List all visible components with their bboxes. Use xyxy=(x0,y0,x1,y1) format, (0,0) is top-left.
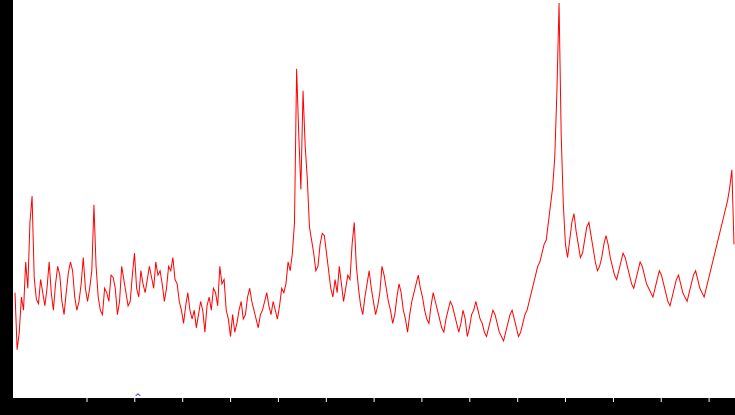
y-tick-label: 107 xyxy=(2,154,13,173)
x-tick-label: 14:11 xyxy=(529,403,558,414)
y-axis-bar xyxy=(0,0,13,415)
y-tick-label: 0 xyxy=(2,392,13,398)
y-tick-label: 89 xyxy=(2,196,13,209)
x-axis-bar xyxy=(0,398,735,415)
x-tick-label: 14:09 xyxy=(433,403,462,414)
x-tick-label: 14:13 xyxy=(625,403,654,414)
x-tick-label: 14:03 xyxy=(146,403,175,414)
y-tick-label: 17 xyxy=(2,354,13,367)
y-tick-label: 53 xyxy=(2,275,13,288)
x-tick-label: 14:01 xyxy=(51,403,80,414)
y-tick-label: 35 xyxy=(2,315,13,328)
y-tick-label: 71 xyxy=(2,236,13,249)
x-tick-label: 14:02 xyxy=(98,403,127,414)
marker-glyph: ^ xyxy=(134,393,142,403)
x-tick-label: 14:04 xyxy=(194,403,223,414)
x-tick-label: 14:06 xyxy=(290,403,319,414)
y-tick-label: 179 xyxy=(2,5,13,24)
x-tick-label: 14:08 xyxy=(385,403,414,414)
y-tick-label: 143 xyxy=(2,75,13,94)
x-axis-ticks: 14:01 14:02 14:03 14:04 14:05 14:06 14:07 14:08… xyxy=(51,398,710,414)
y-tick-label: 161 xyxy=(2,35,13,54)
x-tick-label: 14:12 xyxy=(577,403,606,414)
y-tick-label: 125 xyxy=(2,114,13,133)
series-line xyxy=(14,2,735,350)
x-tick-label: 14:05 xyxy=(242,403,271,414)
x-tick-label: 14:14 xyxy=(673,403,702,414)
x-tick-label: 14:07 xyxy=(338,403,367,414)
y-axis-ticks: 0 17 35 53 71 89 107 125 143 161 179 xyxy=(2,5,13,398)
x-tick-label: 14:10 xyxy=(481,403,510,414)
